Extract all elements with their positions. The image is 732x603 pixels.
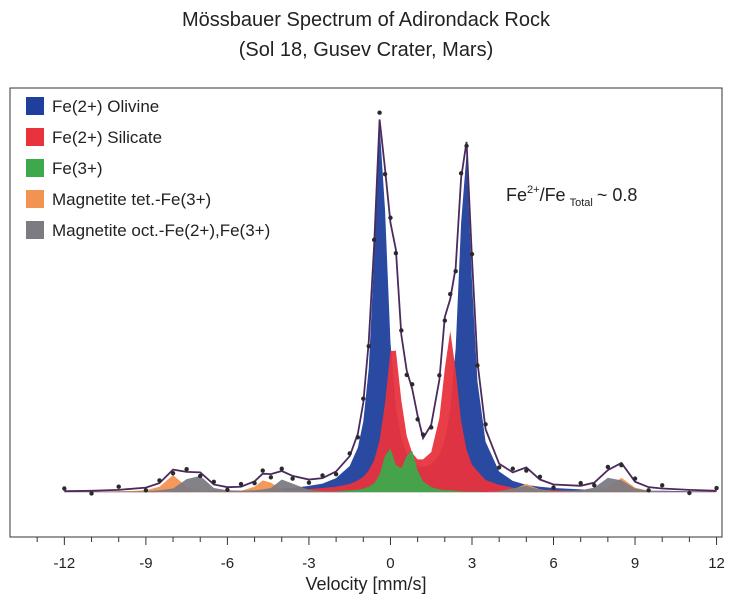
ratio-annotation: Fe2+/Fe Total ~ 0.8	[506, 184, 637, 209]
legend-label: Magnetite tet.-Fe(3+)	[52, 190, 211, 209]
legend-swatch	[26, 159, 44, 177]
measured-point	[279, 466, 284, 471]
measured-point	[469, 251, 475, 257]
measured-point	[429, 425, 434, 430]
measured-point	[578, 480, 583, 486]
measured-point	[116, 484, 121, 489]
x-tick-label: 6	[549, 555, 557, 572]
annotation-part: /Fe	[540, 185, 566, 205]
measured-point	[306, 480, 312, 485]
measured-point	[157, 478, 162, 483]
measured-point	[62, 486, 67, 491]
measured-point	[333, 471, 339, 477]
measured-point	[420, 432, 426, 437]
measured-point	[510, 466, 515, 471]
measured-point	[619, 462, 624, 468]
measured-point	[382, 172, 388, 177]
measured-point	[371, 237, 377, 242]
measured-point	[409, 382, 415, 387]
measured-point	[660, 483, 665, 488]
measured-point	[437, 373, 442, 378]
measured-point	[592, 483, 597, 488]
annotation-part: Total	[570, 197, 593, 209]
measured-point	[268, 475, 274, 480]
measured-point	[399, 328, 404, 333]
measured-point	[355, 435, 361, 440]
measured-point	[464, 143, 469, 149]
measured-point	[537, 474, 543, 480]
measured-point	[170, 471, 176, 476]
measured-point	[184, 467, 189, 472]
annotation-part: 2+	[527, 184, 540, 196]
measured-point	[475, 363, 480, 368]
measured-point	[646, 488, 651, 493]
measured-point	[714, 485, 719, 491]
measured-point	[238, 481, 244, 487]
x-tick-label: 9	[631, 555, 639, 572]
annotation-part: Fe	[506, 185, 527, 205]
measured-point	[415, 417, 420, 422]
measured-point	[252, 480, 257, 486]
measured-point	[483, 422, 488, 427]
x-tick-label: 3	[468, 555, 476, 572]
x-tick-label: -3	[302, 555, 315, 572]
legend-label: Fe(2+) Olivine	[52, 97, 159, 116]
measured-point	[687, 490, 692, 496]
x-tick-label: -12	[54, 555, 76, 572]
measured-point	[448, 291, 453, 297]
x-tick-label: -6	[221, 555, 234, 572]
x-tick-label: 12	[708, 555, 725, 572]
measured-point	[143, 488, 149, 493]
legend-swatch	[26, 190, 44, 208]
measured-point	[404, 372, 409, 378]
measured-point	[347, 451, 352, 456]
measured-point	[442, 318, 448, 323]
chart-title: Mössbauer Spectrum of Adirondack Rock	[182, 9, 551, 31]
component-area	[64, 330, 717, 493]
x-tick-label: 0	[386, 555, 394, 572]
measured-point	[458, 171, 464, 176]
legend-label: Fe(2+) Silicate	[52, 128, 162, 147]
measured-point	[377, 110, 382, 115]
measured-point	[632, 476, 638, 481]
measured-point	[524, 468, 529, 473]
measured-point	[388, 215, 393, 220]
plot-frame	[9, 87, 723, 538]
plot-area	[62, 110, 719, 496]
measured-point	[605, 464, 611, 470]
measured-point	[320, 473, 325, 478]
legend-swatch	[26, 128, 44, 146]
annotation-part: ~ 0.8	[597, 185, 638, 205]
legend-swatch	[26, 97, 44, 115]
component-area	[64, 448, 717, 493]
x-tick-label: -9	[139, 555, 152, 572]
fit-line	[64, 119, 717, 493]
measured-point	[453, 268, 458, 274]
component-area	[64, 475, 717, 493]
measured-point	[366, 343, 371, 349]
legend-label: Fe(3+)	[52, 159, 103, 178]
legend-swatch	[26, 221, 44, 239]
measured-point	[89, 491, 94, 496]
measured-point	[290, 476, 295, 481]
measured-point	[225, 487, 230, 493]
measured-point	[198, 473, 203, 479]
chart-subtitle: (Sol 18, Gusev Crater, Mars)	[239, 39, 494, 61]
measured-point	[551, 485, 556, 490]
legend-label: Magnetite oct.-Fe(2+),Fe(3+)	[52, 221, 270, 240]
measured-point	[496, 465, 502, 470]
measured-point	[260, 468, 265, 473]
measured-point	[211, 479, 217, 484]
measured-point	[361, 396, 366, 401]
measured-point	[393, 251, 399, 256]
x-axis-label: Velocity [mm/s]	[305, 574, 426, 594]
